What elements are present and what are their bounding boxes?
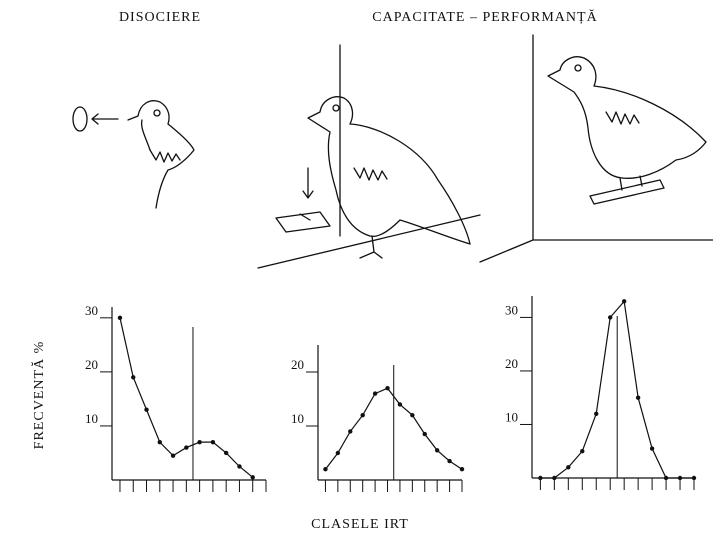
y-tick-label: 10 (85, 411, 98, 426)
heading: CAPACITATE – PERFORMANȚĂ (372, 8, 597, 25)
y-tick-label: 10 (505, 409, 518, 424)
y-tick-label: 20 (85, 357, 98, 372)
y-tick-label: 10 (291, 411, 304, 426)
data-line (540, 299, 694, 479)
y-axis-label: FRECVENTĂ % (30, 341, 47, 450)
data-line (119, 317, 254, 478)
x-axis-label: CLASELE IRT (311, 517, 409, 532)
data-line (324, 387, 463, 470)
pigeon-drawings (72, 34, 713, 269)
y-tick-label: 30 (505, 302, 518, 317)
y-tick-label: 20 (291, 357, 304, 372)
heading: DISOCIERE (119, 10, 201, 25)
y-tick-label: 30 (85, 303, 98, 318)
y-tick-label: 20 (505, 356, 518, 371)
